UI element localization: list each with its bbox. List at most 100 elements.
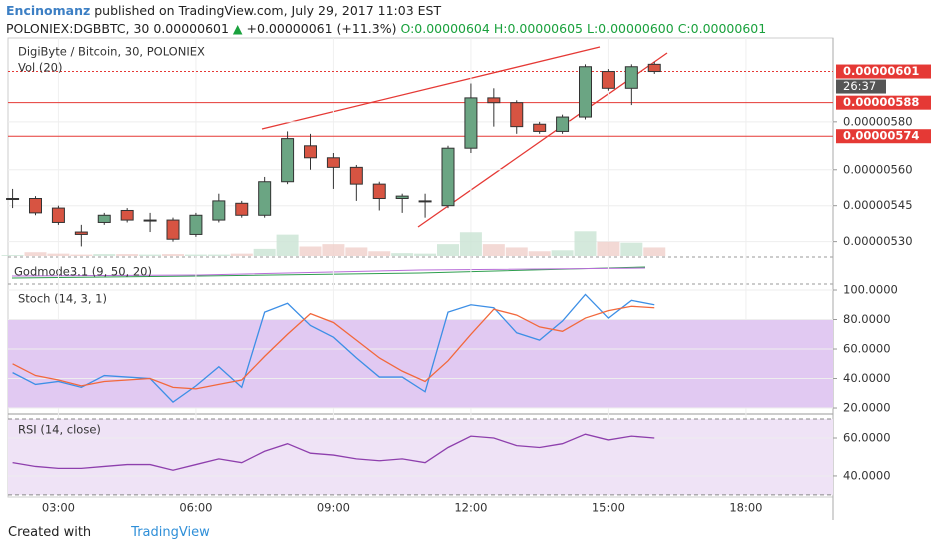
low: L:0.00000600	[586, 21, 674, 36]
candle-body	[51, 207, 65, 223]
volume-bar	[459, 232, 482, 256]
volume-bar	[482, 244, 505, 256]
volume-bar	[184, 254, 207, 256]
x-tick-label: 09:00	[317, 501, 350, 515]
chart-title: DigiByte / Bitcoin, 30, POLONIEX	[18, 45, 205, 59]
close: C:0.00000601	[677, 21, 767, 36]
volume-bar	[47, 253, 70, 256]
volume-bar	[1, 255, 24, 256]
volume-bar	[24, 252, 47, 256]
godmode-line	[11, 266, 646, 279]
volume-bar	[116, 254, 139, 256]
candle-body	[304, 145, 317, 159]
candle-body	[326, 157, 340, 168]
candle-body	[556, 116, 570, 132]
volume-bar	[414, 253, 437, 256]
x-tick-label: 15:00	[592, 501, 625, 515]
volume-bar	[230, 253, 253, 256]
volume-bar	[322, 244, 345, 256]
candle-body	[143, 219, 157, 222]
band	[8, 319, 833, 409]
indicator-line	[12, 293, 655, 403]
godmode-line	[11, 267, 646, 277]
header: Encinomanz published on TradingView.com,…	[6, 2, 766, 38]
y-tick-label: 60.0000	[843, 431, 891, 445]
trend-line	[261, 46, 601, 130]
y-tick-label: 0.00000545	[843, 198, 913, 212]
volume-bar	[551, 250, 574, 256]
y-tick-label: 0.00000560	[843, 162, 913, 176]
last: 0.00000601	[153, 21, 229, 36]
indicator-title: Stoch (14, 3, 1)	[18, 292, 107, 306]
candle-body	[647, 63, 661, 73]
indicator-title: RSI (14, close)	[18, 423, 101, 437]
candle-body	[349, 166, 363, 185]
y-tick-label: 100.0000	[843, 283, 898, 297]
indicator-title: Godmode3.1 (9, 50, 20)	[14, 265, 152, 279]
x-tick-label: 12:00	[454, 501, 487, 515]
chart: Godmode3.1 (9, 50, 20) 03:00 06:00 09:00 12…	[1, 37, 931, 520]
candle-body	[29, 198, 42, 214]
volume-bar	[574, 231, 597, 256]
candle-body	[487, 97, 501, 104]
y-tick-label: 0.00000580	[843, 114, 913, 128]
candle-body	[74, 231, 88, 235]
author: Encinomanz	[6, 3, 91, 18]
volume-bar	[93, 254, 116, 256]
x-tick-label: 03:00	[42, 501, 75, 515]
symbol: POLONIEX:DGBBTC, 30	[6, 21, 150, 36]
candle-body	[579, 66, 592, 118]
candle-body	[166, 219, 180, 240]
candle-body	[533, 123, 547, 132]
candle-body	[120, 209, 134, 221]
x-tick-label: 18:00	[729, 501, 762, 515]
volume-bar	[437, 244, 459, 256]
volume-bar	[345, 247, 368, 256]
candle-body	[510, 102, 524, 128]
x-tick-label: 06:00	[179, 501, 212, 515]
y-tick-label: 40.0000	[843, 371, 891, 385]
price-tag-label: 0.00000574	[843, 129, 919, 143]
price-tag	[836, 64, 931, 79]
y-tick-label: 60.0000	[843, 342, 891, 356]
volume-bar	[299, 246, 322, 256]
volume-bar	[643, 247, 666, 256]
y-tick-label: 20.0000	[843, 401, 891, 415]
volume-bar	[276, 234, 299, 256]
candle-body	[601, 71, 615, 89]
indicator-line	[12, 433, 655, 471]
y-tick-label: 80.0000	[843, 312, 891, 326]
indicator-line	[12, 305, 655, 390]
change: +0.00000061 (+11.3%)	[246, 21, 397, 36]
candle-body	[6, 198, 20, 201]
candle-body	[624, 66, 638, 89]
candle-body	[464, 97, 478, 149]
open: O:0.00000604	[400, 21, 490, 36]
price-tag	[836, 129, 931, 144]
volume-bar	[139, 254, 162, 256]
candle-body	[372, 183, 386, 200]
volume-bar	[368, 251, 391, 256]
volume-bar	[162, 254, 184, 256]
volume-bar	[620, 242, 643, 256]
price-tag-label: 0.00000588	[843, 95, 919, 109]
volume-bar	[528, 251, 551, 256]
candle-body	[418, 200, 432, 203]
brand: TradingView	[131, 525, 210, 540]
price-tag	[836, 95, 931, 110]
candle-body	[235, 202, 249, 216]
volume-bar	[391, 253, 414, 256]
volume-bar	[505, 247, 528, 256]
published: published on TradingView.com, July 29, 2…	[94, 3, 442, 18]
candle-body	[189, 214, 203, 235]
candle-body	[97, 214, 111, 223]
volume-bar	[597, 241, 620, 256]
countdown: 26:37	[843, 79, 876, 93]
price-tag-label: 0.00000601	[843, 64, 919, 78]
y-tick-label: 40.0000	[843, 468, 891, 482]
indicator-title: Vol (20)	[18, 61, 62, 75]
candle-body	[212, 200, 226, 221]
volume-bar	[70, 254, 93, 256]
candle-body	[281, 138, 295, 183]
